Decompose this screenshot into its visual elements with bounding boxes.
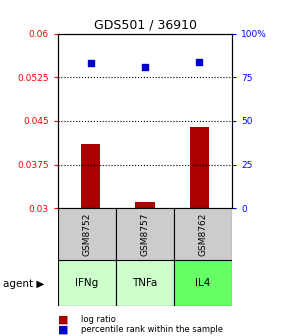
Bar [174,260,232,306]
Title: GDS501 / 36910: GDS501 / 36910 [93,18,197,31]
Bar [116,260,174,306]
Text: agent ▶: agent ▶ [3,279,44,289]
Text: IFNg: IFNg [75,278,99,288]
Text: ■: ■ [58,325,68,335]
Text: GSM8762: GSM8762 [198,213,208,256]
Text: GSM8752: GSM8752 [82,213,92,256]
Bar [116,208,174,260]
Bar [174,208,232,260]
Text: TNFa: TNFa [132,278,158,288]
Text: ■: ■ [58,315,68,325]
Bar [135,203,155,208]
Point [143,64,147,70]
Text: IL4: IL4 [195,278,211,288]
Text: log ratio: log ratio [81,316,116,324]
Point [88,60,93,66]
Bar [58,208,116,260]
Point [197,59,202,64]
Bar [190,127,209,208]
Bar [58,260,116,306]
Bar [81,144,100,208]
Text: GSM8757: GSM8757 [140,213,150,256]
Text: percentile rank within the sample: percentile rank within the sample [81,326,223,334]
